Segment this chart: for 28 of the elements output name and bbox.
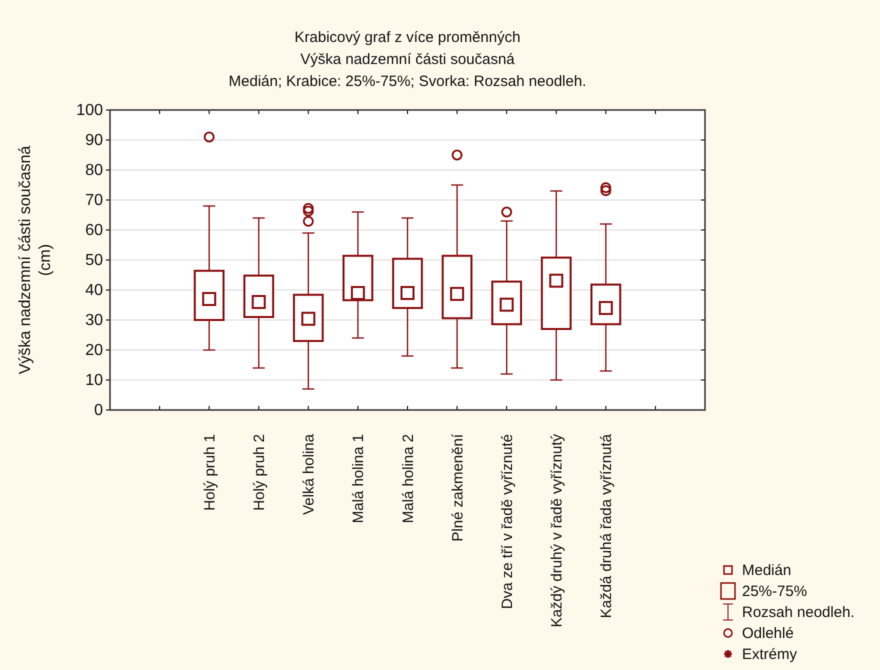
x-tick-label: Holý pruh 2: [251, 434, 268, 511]
text: 25%-75%: [742, 583, 808, 600]
chart-subtitle: Výška nadzemní části současná Medián; Krabice: 25%-75%; Svorka: Rozsah neodleh.: [228, 51, 586, 90]
x-tick-label: Malá holina 2: [400, 434, 417, 524]
x-tick-label: Každá druhá řada vyříznutá: [598, 433, 616, 618]
text: Rozsah neodleh.: [742, 604, 855, 621]
y-tick-label: 90: [85, 132, 104, 150]
chart-title: Krabicový graf z více proměnných: [294, 29, 520, 46]
y-tick-label: 70: [85, 192, 104, 210]
y-tick-label: 0: [94, 402, 104, 420]
x-tick-label: Holý pruh 1: [201, 434, 218, 511]
text: Medián: [742, 562, 792, 579]
y-axis-title: Výška nadzemní části současná (cm): [17, 146, 54, 374]
y-tick-label: 30: [85, 312, 104, 330]
y-tick-label: 20: [85, 342, 104, 360]
text: Odlehlé: [742, 625, 794, 642]
y-tick-label: 40: [85, 282, 104, 300]
x-tick-label: Plné zakmenění: [449, 433, 466, 542]
y-tick-label: 60: [85, 222, 104, 240]
x-tick-label: Malá holina 1: [350, 434, 368, 524]
y-tick-label: 100: [76, 102, 104, 120]
x-tick-label: Velká holina: [300, 433, 318, 515]
x-tick-label: Každý druhý v řadě vyříznutý: [548, 434, 566, 628]
y-tick-label: 10: [85, 372, 104, 390]
y-tick-label: 50: [85, 252, 104, 270]
text: Extrémy: [742, 646, 798, 663]
x-tick-label: Dva ze tří v řadě vyříznuté: [498, 434, 516, 610]
y-tick-label: 80: [85, 162, 104, 180]
